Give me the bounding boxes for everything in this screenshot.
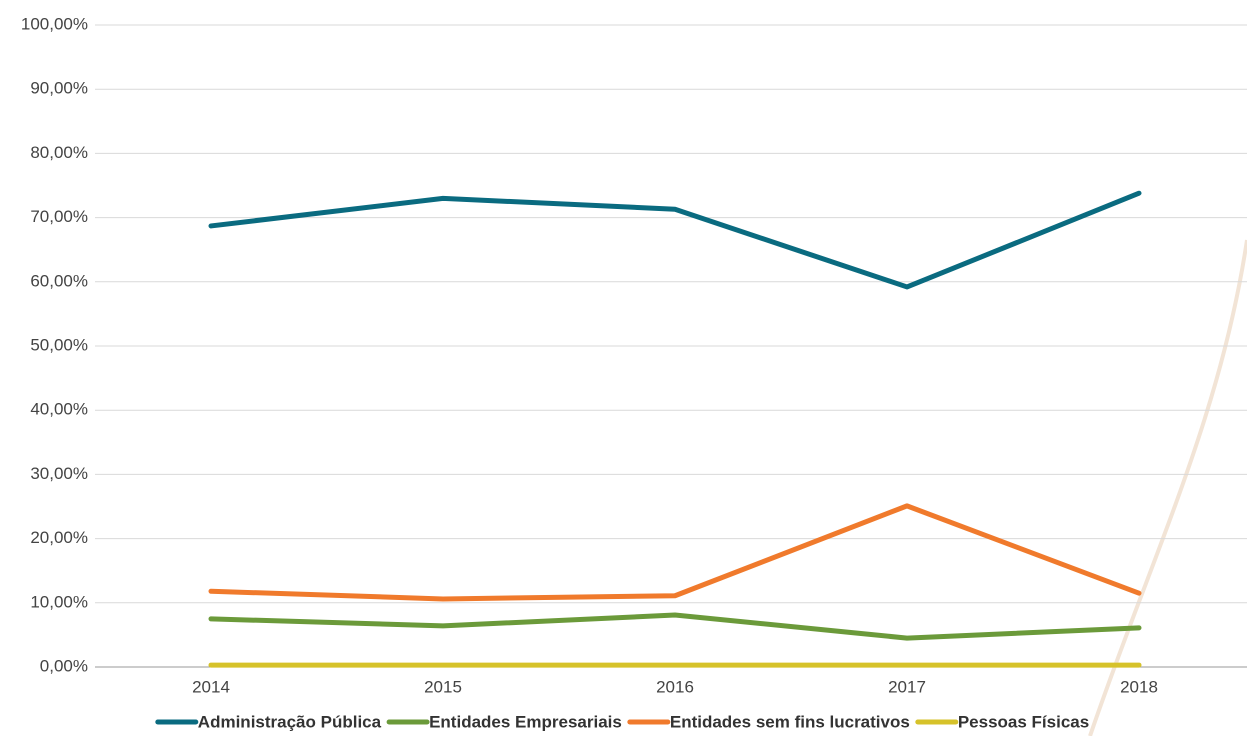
series-line <box>208 503 1142 602</box>
x-tick-label: 2017 <box>888 677 926 696</box>
x-tick-label: 2016 <box>656 677 694 696</box>
x-tick-label: 2015 <box>424 677 462 696</box>
series-line <box>208 612 1142 641</box>
y-tick-label: 100,00% <box>21 14 88 33</box>
y-tick-label: 20,00% <box>30 528 88 547</box>
y-tick-label: 0,00% <box>40 656 88 675</box>
legend: Administração Pública Entidades Empresari… <box>155 712 1089 731</box>
y-tick-label: 70,00% <box>30 207 88 226</box>
legend-label: Pessoas Físicas <box>958 712 1089 731</box>
legend-label: Entidades Empresariais <box>429 712 622 731</box>
y-tick-label: 60,00% <box>30 271 88 290</box>
y-tick-label: 50,00% <box>30 335 88 354</box>
y-tick-label: 90,00% <box>30 79 88 98</box>
decoration-curve <box>1088 239 1247 736</box>
y-tick-label: 80,00% <box>30 143 88 162</box>
grid <box>95 24 1247 668</box>
y-tick-label: 40,00% <box>30 400 88 419</box>
y-tick-label: 10,00% <box>30 592 88 611</box>
series-line <box>208 190 1142 290</box>
y-tick-label: 30,00% <box>30 464 88 483</box>
x-tick-label: 2014 <box>192 677 230 696</box>
legend-label: Administração Pública <box>198 712 382 731</box>
legend-label: Entidades sem fins lucrativos <box>670 712 910 731</box>
x-tick-label: 2018 <box>1120 677 1158 696</box>
